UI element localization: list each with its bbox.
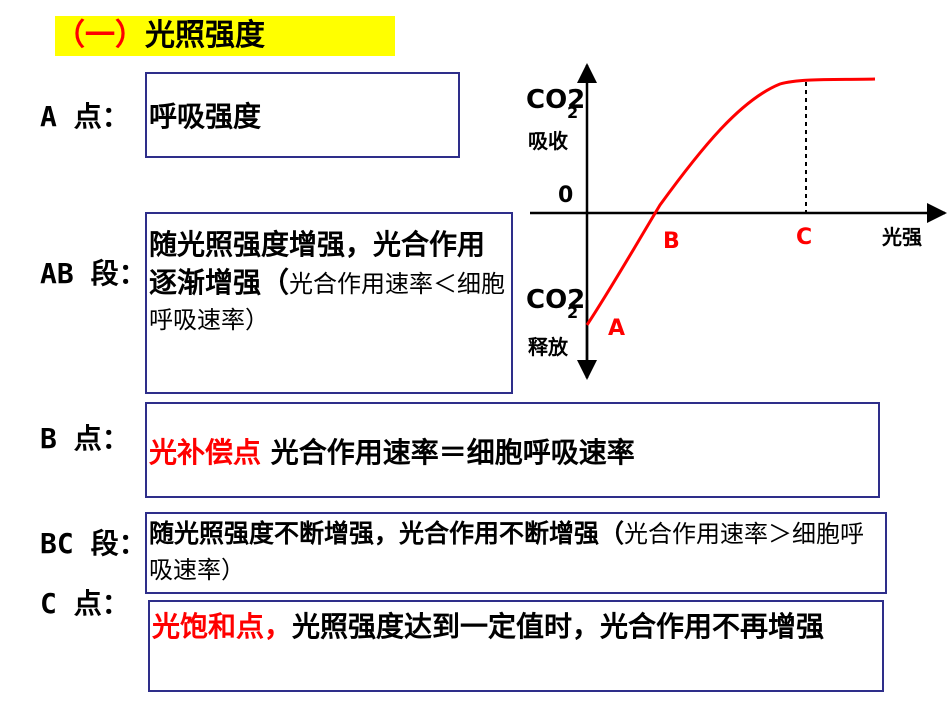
c-point-term: 光饱和点， — [152, 610, 293, 643]
y-bottom-subscript: 2 — [567, 303, 578, 322]
box-a-point: 呼吸强度 — [145, 72, 460, 158]
origin-label: 0 — [558, 183, 573, 208]
label-b-point: B 点： — [40, 422, 130, 455]
label-bc-segment: BC 段： — [40, 527, 147, 560]
ab-segment-normal-text: 光合作用速率＜细胞呼吸速率） — [149, 270, 506, 334]
box-bc-segment: 随光照强度不断增强，光合作用不断增强（光合作用速率＞细胞呼吸速率） — [145, 512, 887, 594]
bc-segment-normal-text: 光合作用速率＞细胞呼吸速率） — [149, 520, 865, 584]
point-c-label: C — [796, 225, 812, 250]
label-a-point: A 点： — [40, 100, 130, 133]
box-c-point: 光饱和点，光照强度达到一定值时，光合作用不再增强 — [148, 600, 884, 692]
title-paren-open: （ — [55, 18, 85, 53]
section-title: （一）光照强度 — [55, 16, 395, 56]
point-b-label: B — [663, 229, 680, 254]
c-point-text: 光照强度达到一定值时，光合作用不再增强 — [292, 610, 825, 643]
a-point-text: 呼吸强度 — [149, 100, 262, 133]
title-text: 光照强度 — [145, 18, 265, 53]
y-top-label: CO2 — [526, 85, 585, 115]
label-c-point: C 点： — [40, 587, 130, 620]
x-axis-label: 光强 — [881, 225, 922, 249]
box-b-point: 光补偿点 光合作用速率＝细胞呼吸速率 — [145, 402, 880, 498]
bc-segment-bold-text: 随光照强度不断增强，光合作用不断增强（ — [149, 519, 625, 548]
b-point-text: 光合作用速率＝细胞呼吸速率 — [270, 436, 635, 469]
title-number: 一 — [85, 18, 115, 53]
title-paren-close: ） — [115, 18, 145, 53]
y-bottom-sublabel: 释放 — [528, 335, 569, 359]
y-bottom-label: CO2 — [526, 285, 585, 315]
y-top-subscript: 2 — [567, 103, 578, 122]
photosynthesis-curve — [585, 77, 876, 326]
box-ab-segment: 随光照强度增强，光合作用逐渐增强（光合作用速率＜细胞呼吸速率） — [145, 212, 513, 394]
b-point-term: 光补偿点 — [149, 436, 262, 469]
ab-segment-bold-text: 随光照强度增强，光合作用逐渐增强（ — [149, 228, 486, 299]
point-a-label: A — [608, 316, 625, 341]
label-ab-segment: AB 段： — [40, 257, 147, 290]
y-top-sublabel: 吸收 — [528, 129, 568, 153]
